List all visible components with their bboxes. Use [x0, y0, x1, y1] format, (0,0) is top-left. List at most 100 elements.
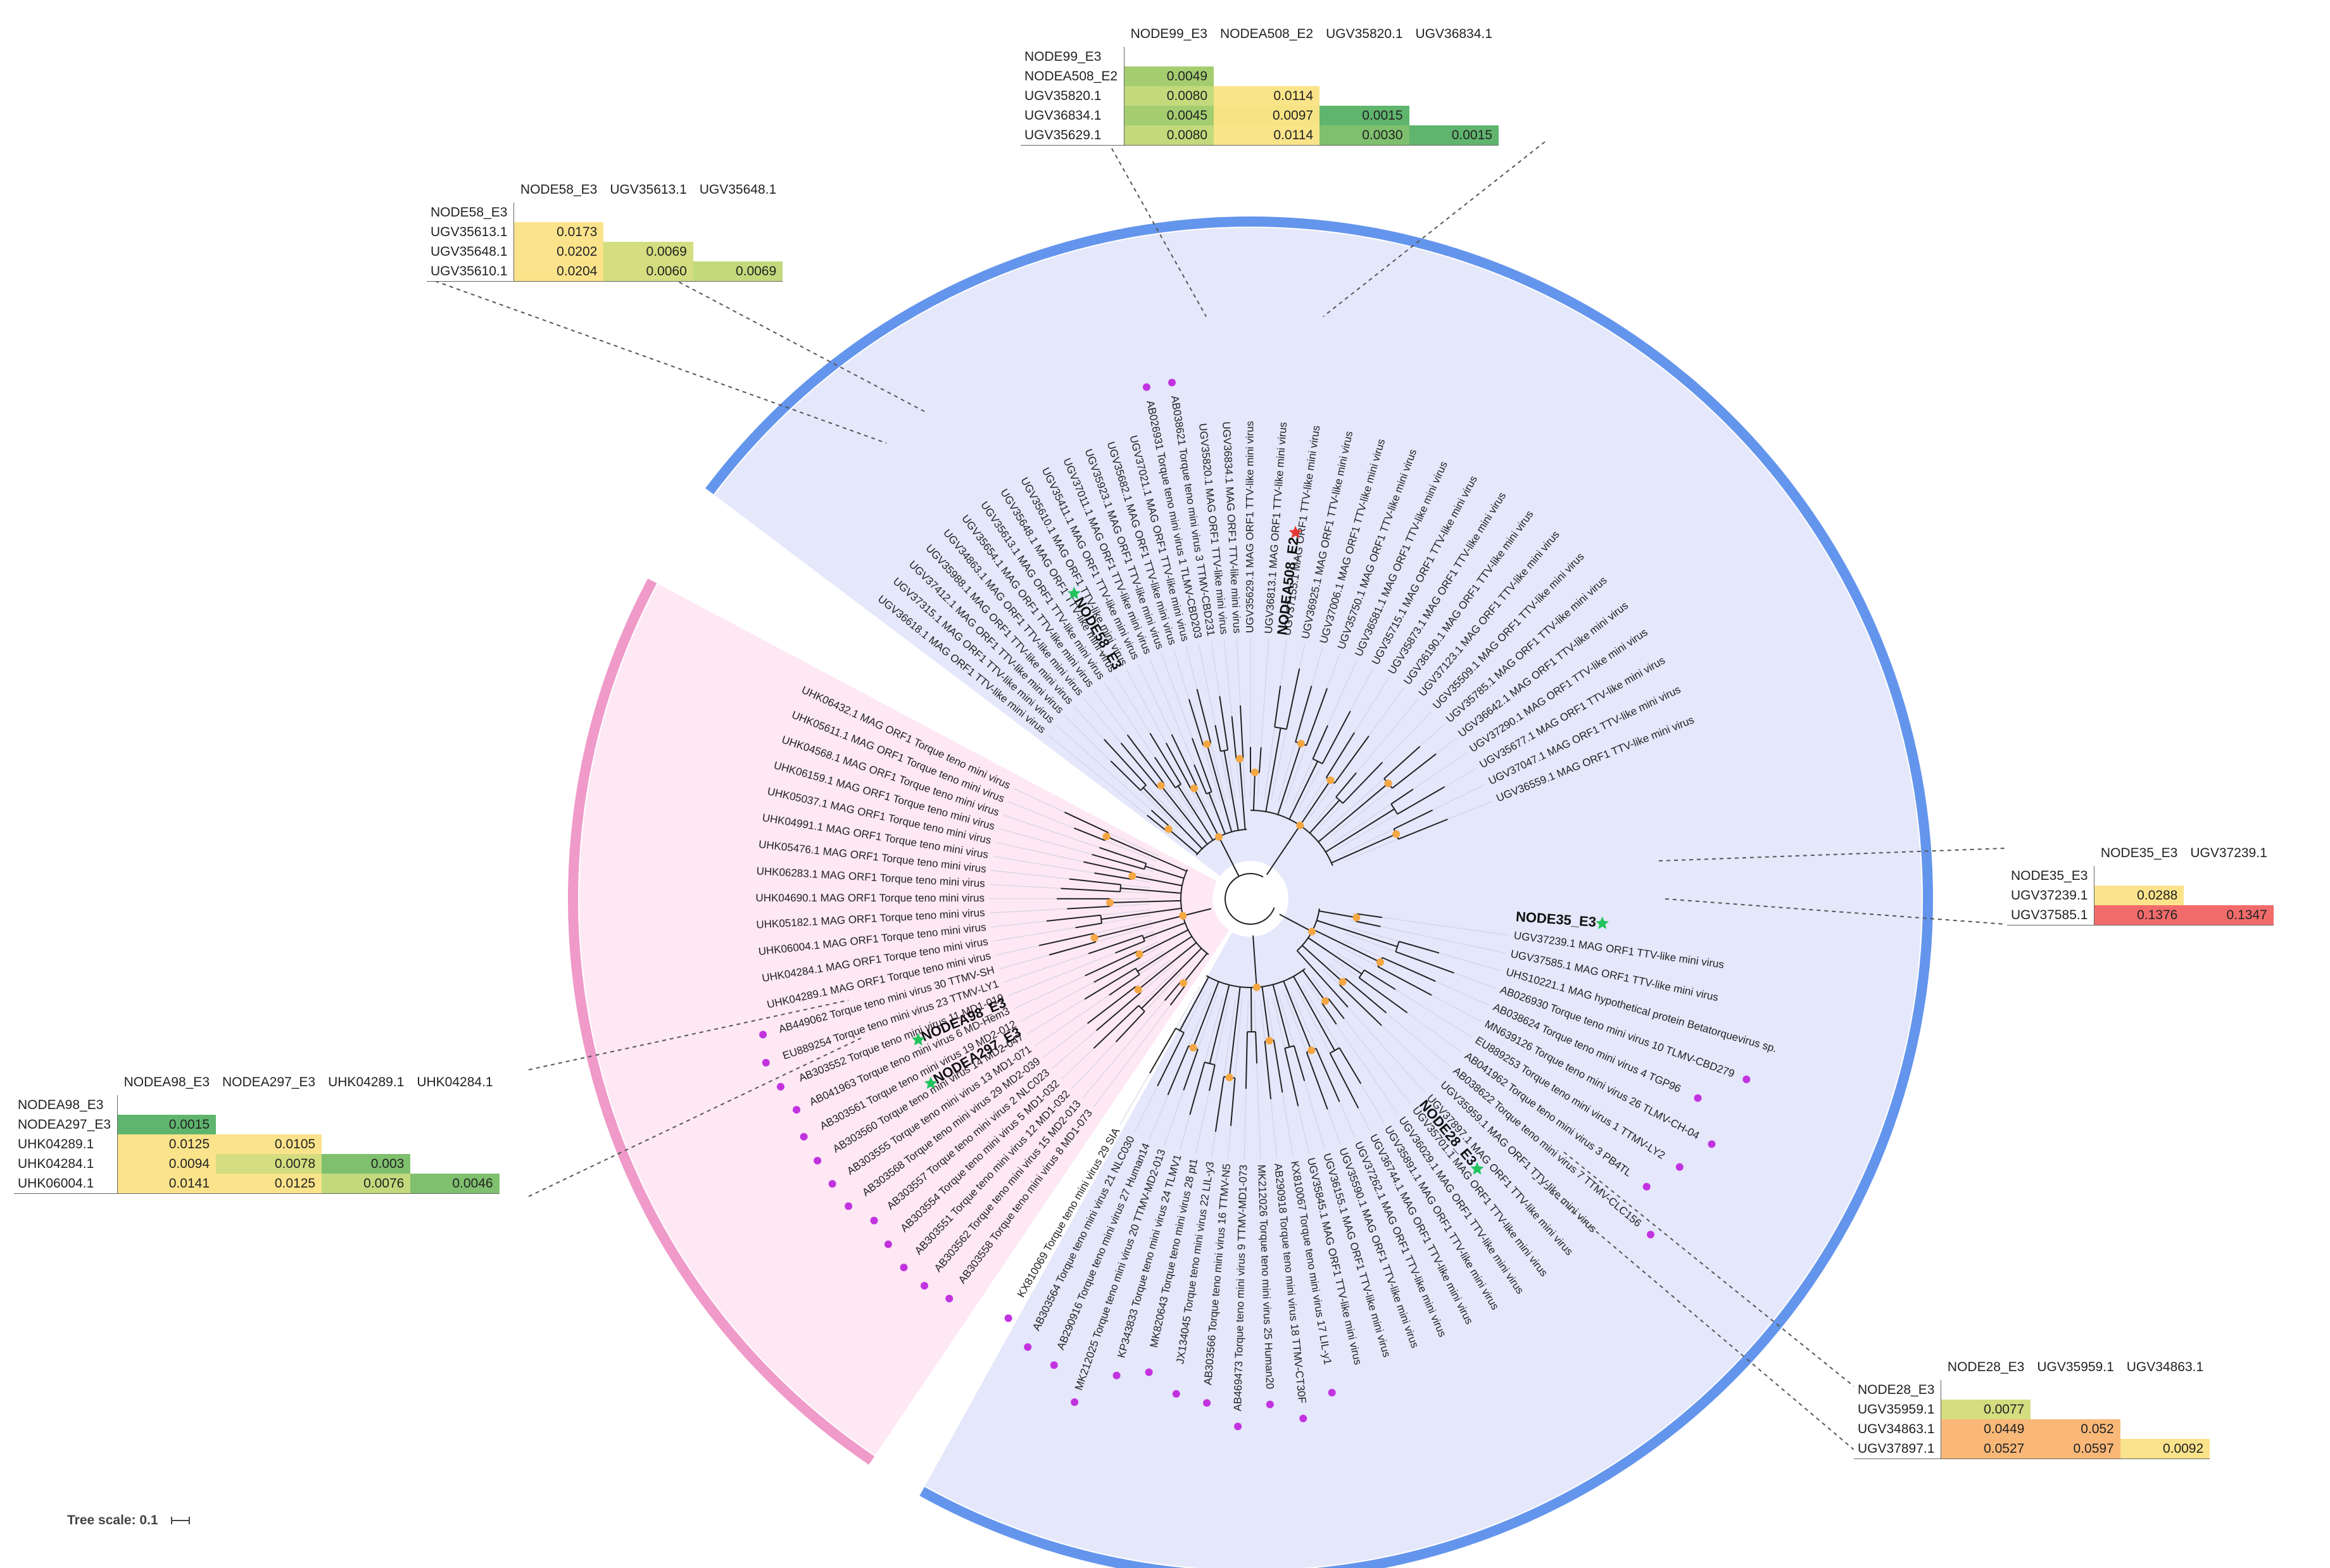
matrix-col-header: UGV35648.1 [699, 182, 777, 197]
reference-marker [1266, 1400, 1274, 1408]
branch [1223, 750, 1239, 831]
matrix-cell: 0.0015 [1319, 106, 1409, 125]
bootstrap-dot [1215, 832, 1223, 841]
branch-arc [1138, 1005, 1145, 1012]
branch [1183, 1049, 1199, 1091]
branch [1196, 689, 1212, 744]
matrix-cell: 0.003 [322, 1154, 411, 1174]
reference-marker [1642, 1182, 1651, 1191]
leader-node35-top [1658, 848, 2006, 862]
matrix-empty-cell [603, 203, 693, 222]
branch [1193, 764, 1207, 794]
branch-arc [1390, 803, 1398, 815]
branch [1328, 998, 1345, 1019]
matrix-cell: 0.0141 [117, 1174, 216, 1194]
leader-node99-left [1107, 141, 1207, 317]
matrix-cell: 0.052 [2031, 1419, 2120, 1439]
matrix-col-header: NODE99_E3 [1130, 27, 1207, 41]
matrix-cell: 0.0288 [2094, 886, 2184, 905]
tree-scale-bar [171, 1517, 191, 1525]
matrix-empty-cell [322, 1115, 410, 1134]
matrix-cell: 0.0204 [513, 261, 604, 282]
branch [1357, 913, 1383, 919]
matrix-row: UHK04284.1 0.0094 0.0078 0.003 [14, 1154, 500, 1174]
branch [1382, 956, 1436, 982]
matrix-empty-cell [1319, 47, 1409, 66]
branch [1088, 934, 1143, 955]
branch [1164, 981, 1182, 1001]
branch [1309, 800, 1340, 834]
matrix-row: NODE35_E3 [2007, 866, 2274, 886]
matrix-row-label: UHK06004.1 [14, 1174, 118, 1194]
branch [1046, 914, 1101, 922]
branch [1318, 782, 1389, 843]
branch [1264, 1041, 1272, 1100]
matrix-row-label: UHK04284.1 [14, 1154, 118, 1174]
reference-marker [1071, 1398, 1079, 1407]
reference-marker [1203, 1399, 1211, 1407]
matrix-row: UGV35610.1 0.0204 0.0060 0.0069 [427, 261, 783, 282]
branch [1193, 787, 1219, 837]
branch-arc [1174, 783, 1181, 789]
reference-marker [1112, 1371, 1121, 1379]
branch [1326, 983, 1349, 1008]
matrix-cell: 0.1347 [2184, 905, 2274, 925]
matrix-empty-cell [216, 1095, 322, 1115]
matrix-row-label: UGV35613.1 [427, 222, 515, 242]
bootstrap-dot [1321, 997, 1330, 1005]
leaf-guide [1198, 643, 1231, 800]
branch [1142, 787, 1203, 850]
leader-node35-bottom [1665, 898, 2006, 925]
branch [1115, 940, 1145, 954]
leader-node58-bottom [427, 278, 887, 444]
distance-matrix-nodea98: NODEA98_E3 NODEA297_E3 UHK04289.1 UHK04284.… [14, 1070, 500, 1194]
matrix-row-label: NODE28_E3 [1854, 1380, 1942, 1400]
branch [1252, 935, 1257, 988]
branch [1284, 1048, 1299, 1107]
matrix-row-label: UGV35610.1 [427, 261, 515, 282]
branch [1094, 872, 1132, 880]
reference-marker [1646, 1231, 1654, 1239]
matrix-row: UGV35629.1 0.0080 0.0114 0.0030 0.0015 [1021, 125, 1499, 146]
leaf-guide [1035, 955, 1168, 1046]
branch [1218, 836, 1240, 877]
leader-node58-right [672, 278, 925, 412]
matrix-row-label: UGV35959.1 [1854, 1400, 1942, 1419]
matrix-header-row: NODE35_E3 UGV37239.1 [2007, 841, 2274, 866]
reference-marker [845, 1202, 853, 1210]
branch-arc [1175, 1027, 1185, 1034]
matrix-col-header: UGV35959.1 [2037, 1360, 2114, 1374]
matrix-row: NODE58_E3 [427, 203, 783, 222]
branch [1329, 1053, 1359, 1109]
branch [1138, 942, 1197, 991]
leader-node28-top [1563, 1151, 1855, 1387]
branch [1288, 761, 1318, 820]
bootstrap-dots [1090, 739, 1401, 1082]
matrix-empty-cell [1124, 47, 1214, 66]
branch [1149, 732, 1181, 785]
clade-sector-pink [579, 584, 1230, 1455]
matrix-col-header: NODEA98_E3 [123, 1075, 210, 1089]
matrix-col-header: UHK04289.1 [328, 1075, 405, 1089]
branch [1335, 772, 1357, 798]
branch [1120, 887, 1181, 894]
matrix-row: NODE28_E3 [1854, 1380, 2210, 1400]
matrix-empty-cell [1319, 86, 1409, 106]
branch [1299, 780, 1332, 826]
leaf-guide [993, 915, 1151, 942]
branch [1293, 975, 1335, 1051]
matrix-cell: 0.1376 [2094, 905, 2184, 925]
matrix-cell: 0.0449 [1941, 1419, 2031, 1439]
branch [1109, 974, 1140, 996]
branch [1177, 785, 1214, 841]
matrix-row-label: UGV37585.1 [2007, 905, 2095, 925]
branch [1188, 699, 1204, 746]
bootstrap-dot [1297, 739, 1305, 748]
matrix-empty-cell [603, 222, 693, 242]
matrix-cell: 0.0202 [513, 242, 604, 261]
branch [1302, 944, 1344, 982]
bootstrap-dot [1179, 912, 1187, 920]
matrix-row-label: UGV36834.1 [1021, 106, 1125, 125]
reference-marker [1708, 1140, 1716, 1148]
